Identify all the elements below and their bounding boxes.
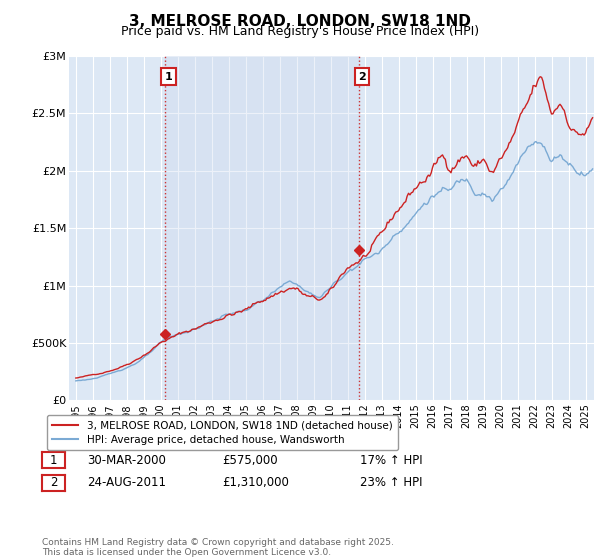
Text: 3, MELROSE ROAD, LONDON, SW18 1ND: 3, MELROSE ROAD, LONDON, SW18 1ND xyxy=(129,14,471,29)
Text: 24-AUG-2011: 24-AUG-2011 xyxy=(87,476,166,489)
Bar xyxy=(165,56,359,400)
Text: 2: 2 xyxy=(358,72,366,82)
Text: 17% ↑ HPI: 17% ↑ HPI xyxy=(360,454,422,467)
Text: £575,000: £575,000 xyxy=(222,454,278,467)
Text: 30-MAR-2000: 30-MAR-2000 xyxy=(87,454,166,467)
Text: 1: 1 xyxy=(164,72,172,82)
Legend: 3, MELROSE ROAD, LONDON, SW18 1ND (detached house), HPI: Average price, detached: 3, MELROSE ROAD, LONDON, SW18 1ND (detac… xyxy=(47,415,398,450)
Text: 1: 1 xyxy=(50,454,57,467)
Text: £1,310,000: £1,310,000 xyxy=(222,476,289,489)
Text: 2: 2 xyxy=(50,476,57,489)
Text: Price paid vs. HM Land Registry's House Price Index (HPI): Price paid vs. HM Land Registry's House … xyxy=(121,25,479,38)
Text: 23% ↑ HPI: 23% ↑ HPI xyxy=(360,476,422,489)
Text: Contains HM Land Registry data © Crown copyright and database right 2025.
This d: Contains HM Land Registry data © Crown c… xyxy=(42,538,394,557)
